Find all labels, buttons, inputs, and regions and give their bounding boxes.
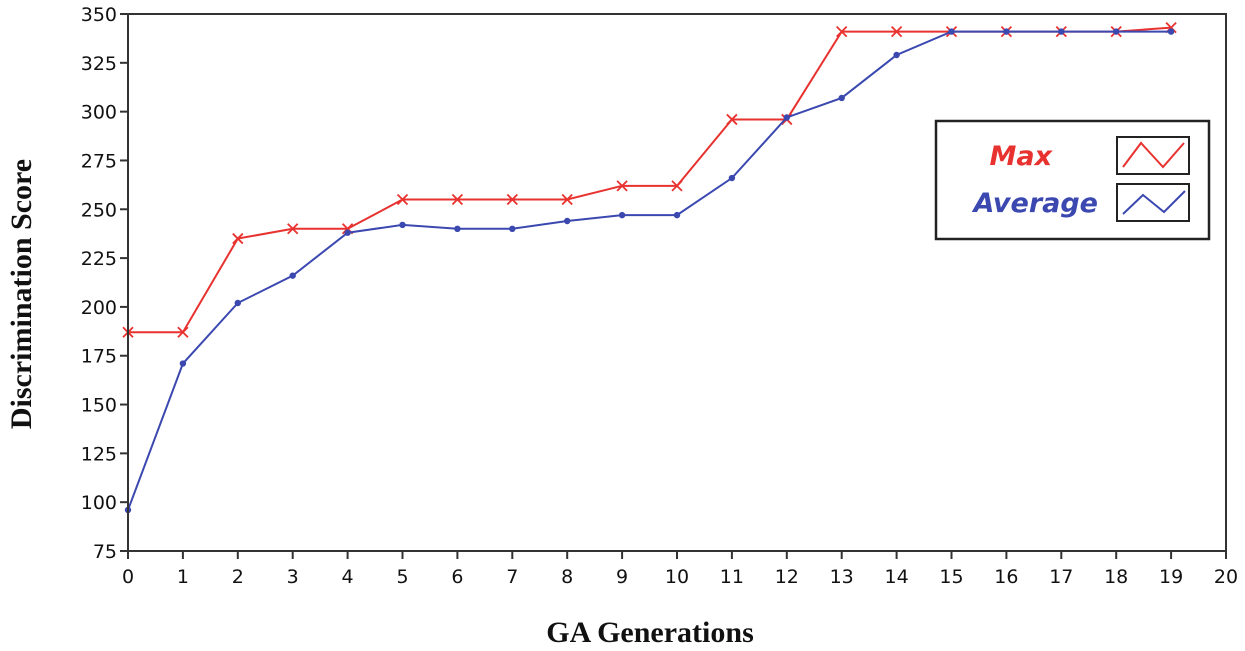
data-point-max bbox=[836, 25, 848, 38]
x-tick-label: 3 bbox=[287, 566, 299, 588]
x-tick-label: 14 bbox=[885, 566, 909, 588]
x-tick-label: 1 bbox=[177, 566, 189, 588]
data-point-average bbox=[1113, 28, 1120, 35]
x-tick-label: 18 bbox=[1104, 566, 1128, 588]
data-point-average bbox=[618, 211, 626, 219]
x-tick-label: 15 bbox=[939, 566, 963, 588]
series-layer bbox=[122, 22, 1177, 514]
x-tick-label: 9 bbox=[616, 566, 628, 588]
data-point-average bbox=[783, 114, 790, 121]
legend-label-average: Average bbox=[971, 188, 1098, 219]
x-tick-label: 13 bbox=[830, 566, 854, 588]
data-point-max bbox=[177, 326, 189, 338]
y-tick-label: 75 bbox=[93, 541, 117, 563]
data-point-average bbox=[673, 211, 681, 219]
x-tick-label: 17 bbox=[1049, 566, 1073, 588]
y-tick-label: 175 bbox=[81, 346, 117, 368]
data-point-max bbox=[616, 180, 628, 192]
data-point-max bbox=[506, 193, 518, 206]
x-tick-label: 16 bbox=[994, 566, 1018, 588]
data-point-average bbox=[179, 360, 187, 367]
data-point-average bbox=[509, 225, 516, 232]
x-tick-label: 7 bbox=[506, 566, 518, 588]
data-point-average bbox=[728, 174, 736, 182]
plot-frame bbox=[127, 13, 1227, 552]
y-tick-label: 225 bbox=[81, 248, 117, 270]
x-tick-label: 11 bbox=[720, 566, 744, 588]
data-point-average bbox=[454, 225, 461, 232]
data-point-average bbox=[564, 217, 571, 225]
x-tick-label: 2 bbox=[232, 566, 244, 588]
y-tick-label: 325 bbox=[81, 53, 117, 75]
x-tick-label: 10 bbox=[665, 566, 689, 588]
legend-line-average bbox=[1122, 190, 1186, 215]
data-point-average bbox=[289, 272, 296, 279]
data-point-average bbox=[344, 229, 351, 236]
data-point-max bbox=[726, 113, 738, 126]
x-tick-label: 19 bbox=[1159, 566, 1183, 588]
data-point-average bbox=[838, 94, 845, 102]
x-ticks: 0 1 2 3 4 5 6 7 8 9 10 11 12 13 14 15 16 17 18 19 20 bbox=[122, 551, 1238, 588]
legend: Max Average bbox=[934, 119, 1211, 241]
y-tick-label: 125 bbox=[81, 443, 117, 465]
series-average bbox=[124, 28, 1175, 514]
data-point-average bbox=[399, 221, 406, 229]
data-point-average bbox=[948, 28, 955, 35]
data-point-max bbox=[671, 180, 683, 192]
legend-line-max bbox=[1122, 141, 1185, 169]
x-axis-title: GA Generations bbox=[546, 616, 754, 649]
y-tick-label: 275 bbox=[81, 150, 117, 172]
y-tick-label: 100 bbox=[81, 492, 117, 514]
x-tick-label: 12 bbox=[775, 566, 799, 588]
x-tick-label: 4 bbox=[342, 566, 354, 588]
y-tick-label: 350 bbox=[81, 4, 117, 26]
y-tick-label: 250 bbox=[81, 199, 117, 221]
x-tick-label: 8 bbox=[561, 566, 573, 588]
y-tick-label: 200 bbox=[81, 297, 117, 319]
y-tick-label: 300 bbox=[81, 102, 117, 124]
legend-label-max: Max bbox=[989, 141, 1053, 172]
x-tick-label: 20 bbox=[1214, 566, 1238, 588]
data-point-average bbox=[893, 51, 900, 59]
data-point-max bbox=[890, 25, 903, 38]
data-point-average bbox=[1167, 28, 1175, 35]
data-point-average bbox=[1003, 28, 1010, 35]
data-point-average bbox=[1058, 28, 1065, 35]
y-tick-label: 150 bbox=[81, 395, 117, 417]
data-point-max bbox=[232, 232, 244, 245]
data-point-average bbox=[234, 299, 241, 307]
y-axis-title: Discrimination Score bbox=[5, 159, 38, 429]
series-line-average bbox=[127, 30, 1172, 511]
data-point-max bbox=[451, 193, 464, 206]
y-ticks: 350 325 300 275 250 225 200 175 150 125 100 75 bbox=[81, 4, 128, 563]
data-point-max bbox=[396, 193, 409, 206]
x-tick-label: 5 bbox=[396, 566, 408, 588]
x-tick-label: 0 bbox=[122, 566, 134, 588]
data-point-max bbox=[287, 223, 299, 235]
data-point-max bbox=[561, 193, 573, 206]
x-tick-label: 6 bbox=[451, 566, 463, 588]
